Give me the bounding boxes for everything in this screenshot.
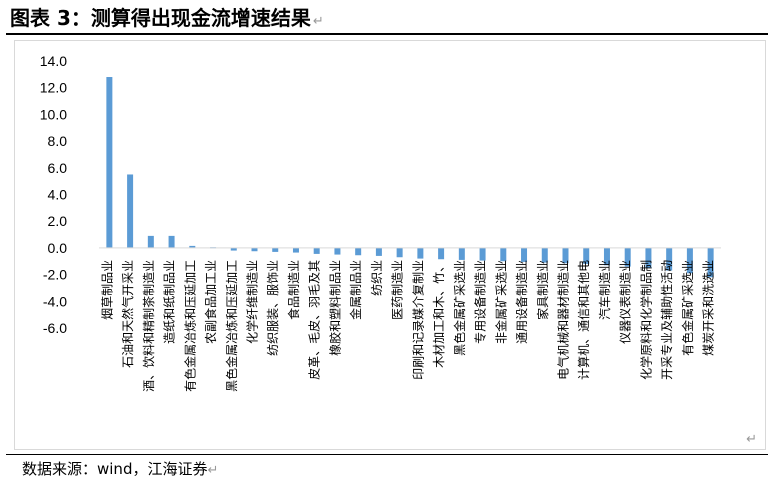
bar bbox=[106, 77, 113, 248]
y-tick-label: -2.0 bbox=[43, 267, 67, 283]
bar bbox=[603, 247, 610, 266]
x-category-label: 石油和天然气开采业 bbox=[120, 260, 135, 368]
paragraph-mark: ↵ bbox=[746, 432, 757, 447]
x-axis-labels: 烟草制品业 石油和天然气开采业 酒、饮料和精制茶制造业 造纸和纸制品业 有色金属冶炼和压… bbox=[100, 260, 715, 392]
bar bbox=[147, 235, 154, 248]
bar bbox=[562, 247, 569, 264]
bar bbox=[230, 247, 237, 251]
bar bbox=[666, 247, 673, 271]
bar bbox=[355, 247, 362, 256]
x-category-label: 烟草制品业 bbox=[100, 260, 114, 320]
x-category-label: 有色金属冶炼和压延加工 bbox=[182, 260, 197, 392]
y-tick-label: 10.0 bbox=[40, 106, 67, 122]
x-category-label: 食品制造业 bbox=[286, 260, 301, 320]
x-category-label: 汽车制造业 bbox=[597, 260, 612, 320]
x-category-label: 黑色金属冶炼和压延加工 bbox=[224, 260, 239, 392]
y-tick-label: 8.0 bbox=[48, 133, 68, 149]
bar bbox=[375, 247, 382, 256]
x-category-label: 化学纤维制造业 bbox=[245, 260, 260, 344]
x-category-label: 开采专业及辅助性活动 bbox=[659, 260, 674, 380]
x-category-label: 医药制造业 bbox=[391, 260, 405, 320]
bar bbox=[458, 247, 465, 260]
y-axis-ticks: 14.0 12.0 10.0 8.0 6.0 4.0 2.0 0.0 -2.0 -4.0 -6.0 bbox=[40, 53, 67, 336]
y-tick-label: 12.0 bbox=[40, 80, 67, 96]
bar bbox=[292, 247, 299, 253]
x-category-label: 皮革、毛皮、羽毛及其 bbox=[308, 260, 322, 380]
y-tick-label: -4.0 bbox=[43, 293, 67, 309]
bar bbox=[417, 247, 424, 259]
chart-title: 图表 3：测算得出现金流增速结果 ↵ bbox=[10, 6, 324, 30]
bar bbox=[541, 247, 548, 263]
x-category-label: 通用设备制造业 bbox=[515, 260, 529, 344]
chart-frame: 14.0 12.0 10.0 8.0 6.0 4.0 2.0 0.0 -2.0 -4.0 -6.0 … bbox=[14, 40, 766, 450]
bar bbox=[500, 247, 507, 262]
y-tick-label: 4.0 bbox=[48, 187, 68, 203]
source-rule bbox=[6, 454, 768, 455]
y-tick-label: 0.0 bbox=[48, 240, 68, 256]
x-category-label: 纺织服装、服饰业 bbox=[266, 260, 280, 356]
y-tick-label: 6.0 bbox=[48, 160, 68, 176]
x-category-label: 农副食品加工业 bbox=[203, 260, 218, 344]
data-source-note: 数据来源：wind，江海证券↵ bbox=[22, 460, 219, 478]
x-category-label: 计算机、通信和其他电 bbox=[576, 260, 591, 380]
bar bbox=[127, 174, 134, 248]
bar bbox=[189, 245, 196, 248]
y-tick-label: -6.0 bbox=[43, 320, 67, 336]
x-category-label: 煤炭开采和洗选业 bbox=[702, 260, 716, 356]
x-category-label: 纺织业 bbox=[370, 260, 384, 296]
x-category-label: 有色金属矿采选业 bbox=[680, 260, 695, 356]
x-category-label: 非金属矿采选业 bbox=[493, 260, 508, 344]
x-category-label: 橡胶和塑料制品业 bbox=[327, 260, 342, 356]
bar bbox=[313, 247, 320, 254]
y-tick-label: 14.0 bbox=[40, 53, 67, 69]
x-category-label: 化学原料和化学制品制 bbox=[638, 260, 653, 380]
bar-series bbox=[106, 77, 714, 278]
x-category-label: 酒、饮料和精制茶制造业 bbox=[141, 260, 156, 392]
bar bbox=[707, 247, 714, 278]
bar bbox=[624, 247, 631, 267]
x-category-label: 黑色金属矿采选业 bbox=[452, 260, 467, 356]
title-rule bbox=[6, 33, 768, 35]
paragraph-mark: ↵ bbox=[312, 14, 324, 29]
x-category-label: 造纸和纸制品业 bbox=[163, 260, 177, 344]
paragraph-mark: ↵ bbox=[207, 463, 219, 478]
x-category-label: 木材加工和木、竹、 bbox=[432, 260, 446, 368]
x-category-label: 金属制品业 bbox=[348, 260, 363, 320]
bar bbox=[168, 235, 175, 248]
bar bbox=[396, 247, 403, 258]
bar bbox=[272, 247, 279, 252]
bar bbox=[334, 247, 341, 255]
bar bbox=[438, 247, 445, 260]
bar bbox=[583, 247, 590, 264]
bar bbox=[479, 247, 486, 261]
x-category-label: 印刷和记录媒介复制业 bbox=[411, 260, 425, 380]
y-tick-label: 2.0 bbox=[48, 213, 68, 229]
x-category-label: 家具制造业 bbox=[535, 260, 550, 320]
x-category-label: 仪器仪表制造业 bbox=[619, 260, 633, 344]
x-category-label: 电气机械和器材制造业 bbox=[556, 260, 571, 380]
bar bbox=[645, 247, 652, 268]
bar-chart: 14.012.010.08.06.04.02.00.0-2.0-4.0-6.0 … bbox=[40, 53, 721, 392]
bar bbox=[686, 247, 693, 274]
x-category-label: 专用设备制造业 bbox=[473, 260, 488, 344]
bar bbox=[521, 247, 528, 262]
bar bbox=[251, 247, 258, 252]
